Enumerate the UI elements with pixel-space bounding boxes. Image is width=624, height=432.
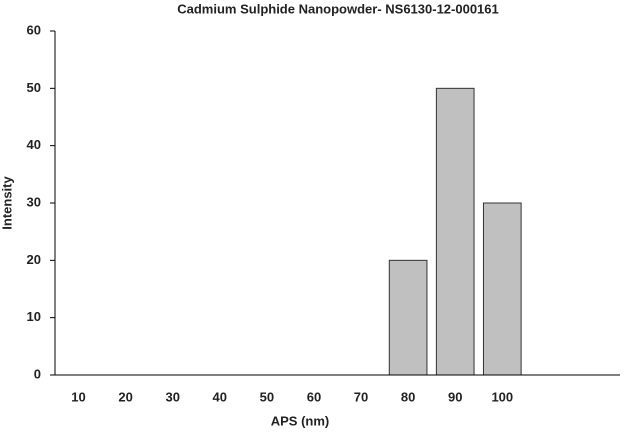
x-tick-label: 100 bbox=[491, 389, 513, 404]
y-tick-label: 60 bbox=[27, 22, 41, 37]
y-tick-label: 10 bbox=[27, 309, 41, 324]
y-tick-label: 40 bbox=[27, 137, 41, 152]
x-tick-label: 40 bbox=[213, 389, 227, 404]
y-tick-label: 50 bbox=[27, 80, 41, 95]
x-tick-label: 60 bbox=[307, 389, 321, 404]
y-tick-label: 20 bbox=[27, 252, 41, 267]
y-axis-label: Intensity bbox=[0, 176, 14, 230]
x-tick-label: 90 bbox=[448, 389, 462, 404]
y-tick-label: 0 bbox=[34, 366, 41, 381]
bar bbox=[388, 259, 428, 376]
y-tick-label: 30 bbox=[27, 194, 41, 209]
bar bbox=[435, 87, 475, 376]
x-tick-label: 20 bbox=[118, 389, 132, 404]
x-axis-label: APS (nm) bbox=[271, 413, 330, 428]
x-tick-label: 80 bbox=[401, 389, 415, 404]
x-tick-label: 30 bbox=[165, 389, 179, 404]
chart-title: Cadmium Sulphide Nanopowder- NS6130-12-0… bbox=[177, 1, 498, 16]
x-tick-label: 70 bbox=[354, 389, 368, 404]
x-tick-label: 10 bbox=[71, 389, 85, 404]
bar bbox=[482, 202, 522, 376]
x-tick-label: 50 bbox=[260, 389, 274, 404]
